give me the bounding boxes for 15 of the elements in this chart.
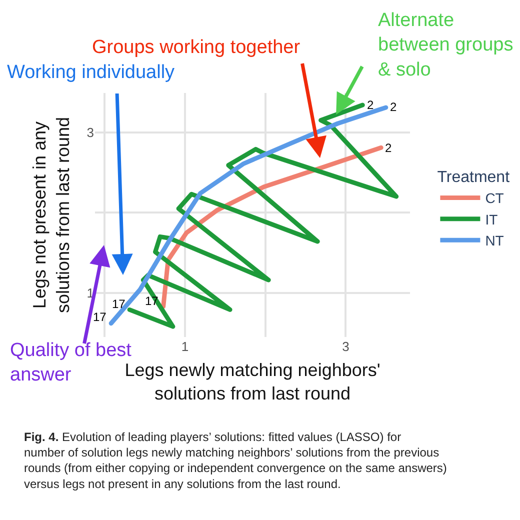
annotation: 17 xyxy=(112,297,126,311)
annotation: 17 xyxy=(93,310,107,324)
annotation: 2 xyxy=(367,98,374,112)
legend-label: CT xyxy=(485,190,504,206)
y-axis-title: Legs not present in any solutions from last round xyxy=(30,116,73,314)
legend-title: Treatment xyxy=(437,169,510,186)
annotation: Alternate between groups & solo xyxy=(378,10,514,80)
x-axis-title: Legs newly matching neighbors' solutions from last round xyxy=(124,360,380,404)
annotation: 2 xyxy=(385,141,392,155)
annotation: 2 xyxy=(390,100,397,114)
caption: Fig. 4. Evolution of leading players’ solutions: fitted values (LASSO) for number of solution legs newly matching neighbors’ solutions from the previous rounds (from either copying or independent convergence on the same answers) versus legs not present in any solutions from the last round. xyxy=(24,430,447,491)
text: Working individually xyxy=(7,62,176,83)
legend-label: IT xyxy=(485,211,498,228)
legend-label: NT xyxy=(485,232,504,249)
text: Groups working together xyxy=(92,37,301,58)
